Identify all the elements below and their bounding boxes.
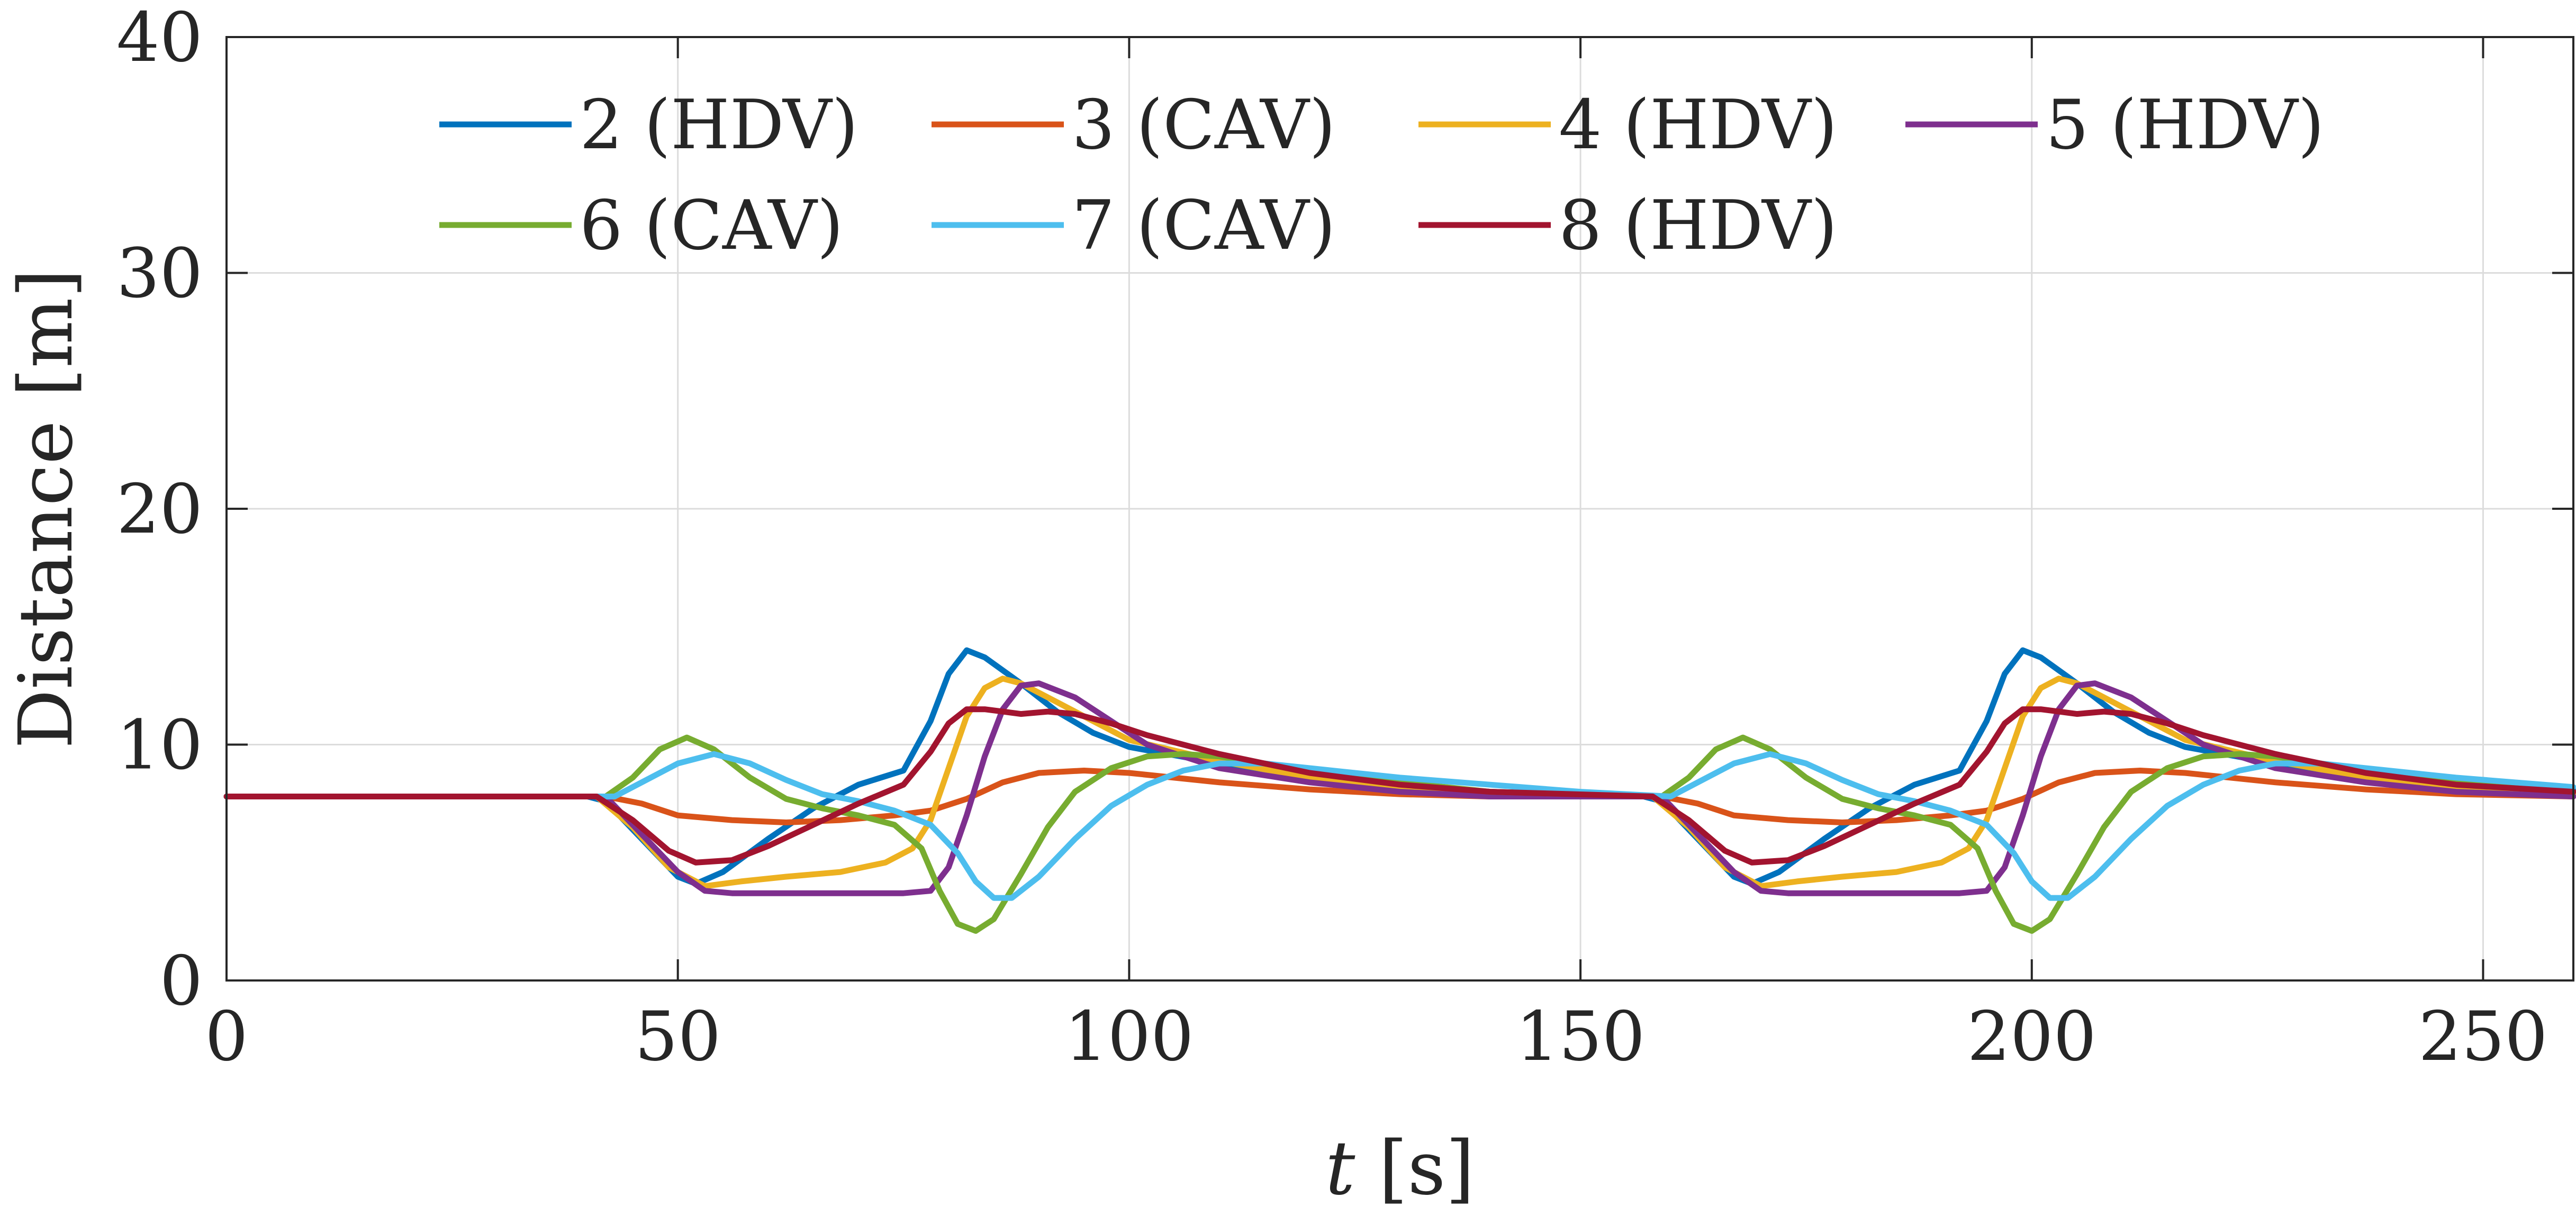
y-axis-label: Distance [m] xyxy=(3,269,89,749)
x-axis-variable: t xyxy=(1325,1126,1355,1212)
axis-ticks xyxy=(225,36,2573,982)
y-tick-label: 20 xyxy=(116,470,203,549)
y-tick-label: 0 xyxy=(160,942,203,1021)
series-lines xyxy=(223,647,2576,934)
legend-label-5-hdv: 5 (HDV) xyxy=(2046,86,2324,165)
y-tick-label: 30 xyxy=(116,235,203,313)
legend-label-4-hdv: 4 (HDV) xyxy=(1559,86,1837,165)
legend: 2 (HDV) 3 (CAV) 4 (HDV) 5 (HDV) 6 (CAV) 7 (CA… xyxy=(439,86,2324,265)
y-tick-label: 40 xyxy=(116,0,203,77)
legend-label-7-cav: 7 (CAV) xyxy=(1072,186,1335,265)
legend-label-8-hdv: 8 (HDV) xyxy=(1559,186,1837,265)
x-tick-label: 200 xyxy=(1967,997,2096,1076)
x-tick-label: 0 xyxy=(205,997,248,1076)
x-axis-label: t [s] xyxy=(1325,1126,1475,1212)
y-tick-label: 10 xyxy=(116,706,203,785)
x-tick-label: 150 xyxy=(1516,997,1645,1076)
tick-labels: 0 50 100 150 200 250 0 10 20 30 40 xyxy=(116,0,2547,1076)
legend-label-6-cav: 6 (CAV) xyxy=(580,186,843,265)
legend-label-2-hdv: 2 (HDV) xyxy=(580,86,858,165)
series-line-8-hdv xyxy=(223,706,2576,866)
x-tick-label: 250 xyxy=(2418,997,2547,1076)
series-line-5-hdv xyxy=(223,680,2576,896)
x-axis-unit: [s] xyxy=(1355,1126,1475,1212)
x-tick-label: 50 xyxy=(635,997,721,1076)
legend-label-3-cav: 3 (CAV) xyxy=(1072,86,1335,165)
x-tick-label: 100 xyxy=(1064,997,1194,1076)
